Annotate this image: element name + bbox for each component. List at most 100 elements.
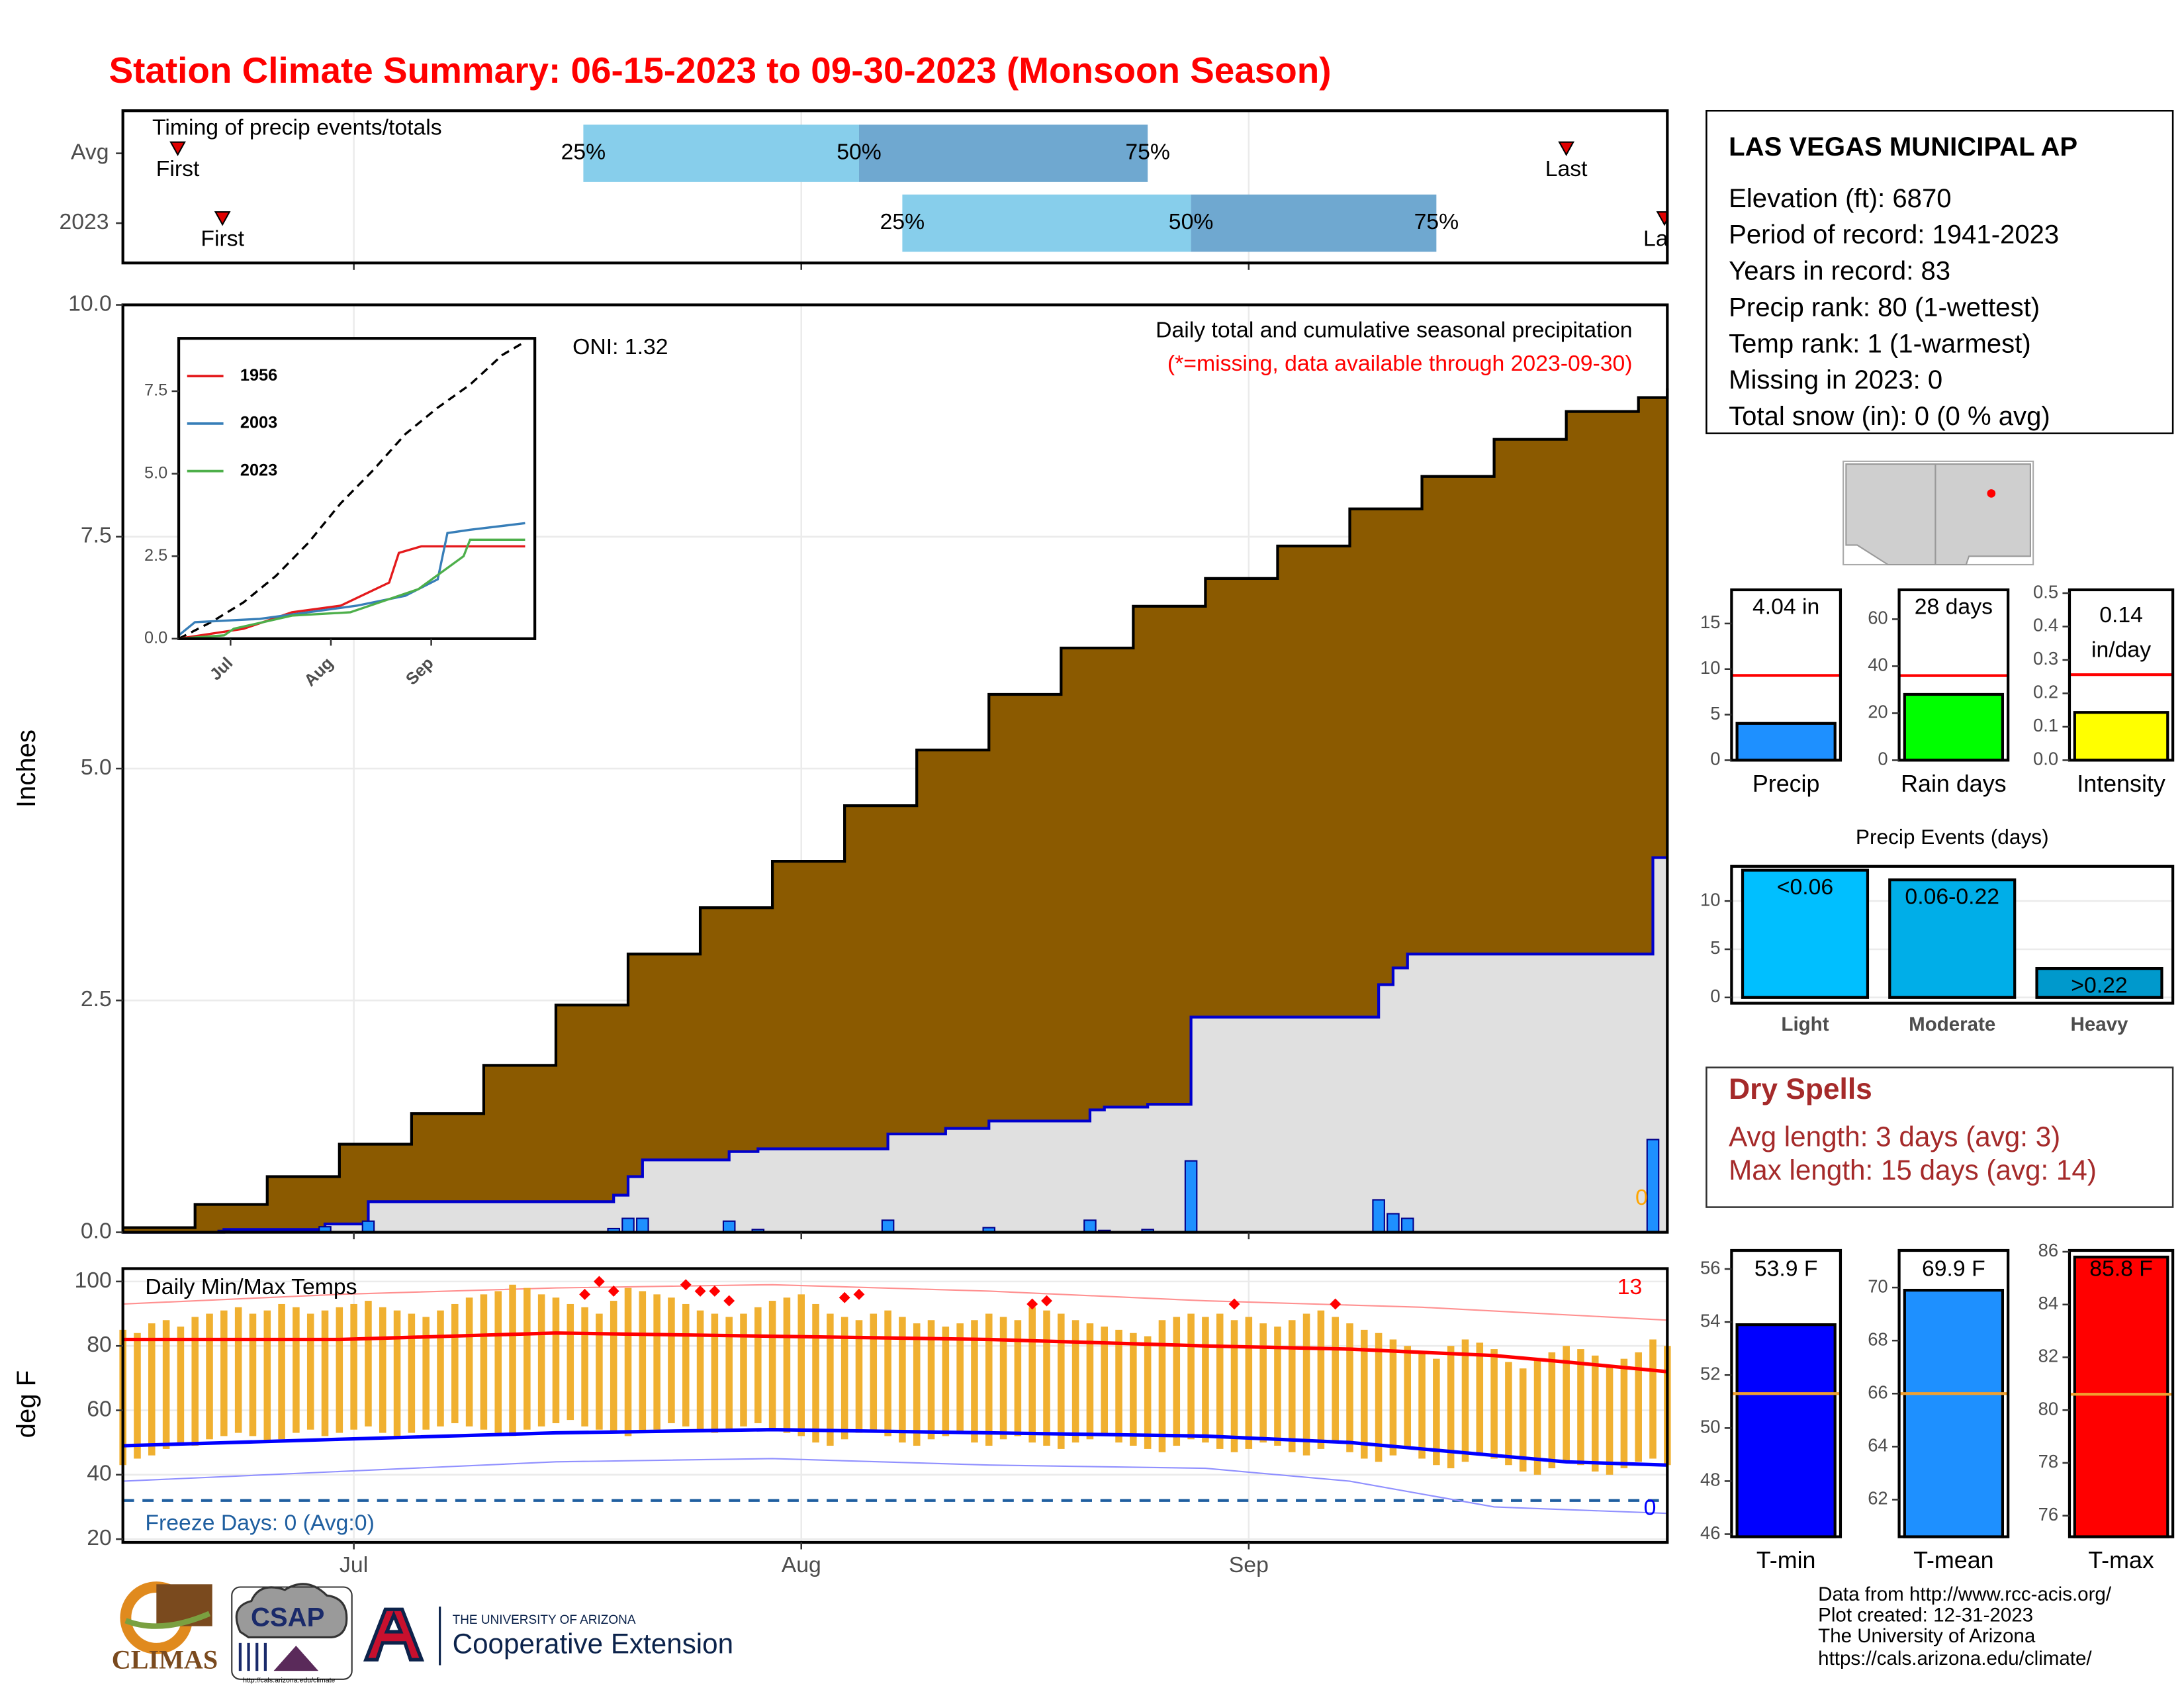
daily-temp-bar [740, 1313, 747, 1427]
daily-temp-bar [494, 1291, 502, 1433]
station-line: Precip rank: 80 (1-wettest) [1729, 293, 2040, 322]
climas-logo-text: CLIMAS [112, 1645, 218, 1675]
daily-temp-bar [581, 1307, 588, 1427]
daily-temp-bar [220, 1310, 228, 1436]
record-marker [1026, 1298, 1038, 1310]
quartile-label: 75% [1125, 140, 1170, 165]
daily-temp-bar [1490, 1349, 1498, 1459]
category-label: Light [1781, 1013, 1829, 1035]
annotation: ONI: 1.32 [572, 334, 668, 359]
category-label: Moderate [1909, 1013, 1995, 1035]
y-tick-label: 54 [1700, 1310, 1720, 1331]
y-tick-label: 76 [2038, 1504, 2058, 1524]
bar-label: 0.06-0.22 [1905, 884, 1999, 909]
series-line [178, 538, 525, 640]
station-box [1706, 109, 2174, 434]
bar-label: >0.22 [2071, 972, 2127, 998]
y-axis-label: Inches [12, 729, 41, 808]
y-tick-label: 0.0 [2033, 749, 2058, 769]
record-marker [1228, 1298, 1240, 1310]
daily-precip-bar [636, 1217, 649, 1233]
daily-temp-bar [1533, 1358, 1541, 1475]
daily-temp-bar [653, 1294, 660, 1430]
daily-temp-bar [768, 1301, 776, 1430]
daily-temp-bar [1144, 1336, 1152, 1449]
plot-border [1730, 865, 2175, 1005]
daily-temp-bar [306, 1313, 314, 1430]
daily-temp-bar [552, 1297, 560, 1423]
daily-temp-bar [1649, 1339, 1657, 1459]
quartile-range [902, 194, 1191, 252]
daily-precip-bar [1184, 1160, 1198, 1233]
locator-map [1843, 460, 2034, 566]
daily-temp-bar [1563, 1346, 1570, 1462]
bar [2073, 1255, 2169, 1538]
station-line: Years in record: 83 [1729, 257, 1950, 286]
map-state [1934, 463, 2031, 566]
daily-temp-bar [999, 1317, 1007, 1440]
quartile-label: 25% [561, 140, 606, 165]
daily-precip-bar [1646, 1139, 1660, 1233]
series-line [178, 340, 526, 640]
panel-title: Precip Events (days) [1856, 825, 2049, 849]
daily-temp-bar [148, 1323, 156, 1456]
daily-temp-bar [234, 1307, 242, 1433]
daily-temp-bar [927, 1320, 935, 1440]
x-tick-label: Jul [340, 1552, 368, 1577]
daily-temp-bar [841, 1317, 848, 1440]
record-marker [1330, 1298, 1342, 1310]
daily-temp-bar [365, 1301, 372, 1427]
daily-precip-bar [361, 1220, 375, 1233]
value-label: 85.8 F [2089, 1256, 2153, 1281]
y-tick-label: 62 [1868, 1488, 1888, 1509]
y-tick-label: 10 [1700, 657, 1720, 678]
ua-logo-name: THE UNIVERSITY OF ARIZONA [453, 1613, 636, 1627]
daily-temp-bar [1577, 1349, 1584, 1466]
x-tick-label: Aug [782, 1552, 821, 1577]
daily-temp-bar [1043, 1310, 1050, 1446]
csap-logo-cloud [235, 1583, 348, 1639]
daily-temp-bar [350, 1303, 357, 1430]
record-marker [593, 1276, 605, 1288]
y-tick-label: 15 [1700, 612, 1720, 632]
daily-temp-bar [899, 1317, 906, 1443]
ua-logo-mark [363, 1607, 425, 1662]
y-tick-label: 60 [1868, 608, 1888, 628]
y-tick-label: 60 [87, 1396, 112, 1421]
daily-temp-bar [1476, 1342, 1484, 1456]
daily-temp-bar [1317, 1310, 1325, 1449]
y-tick-label: 100 [74, 1268, 111, 1293]
event-marker [1656, 211, 1668, 226]
value-label: 53.9 F [1754, 1256, 1818, 1281]
daily-temp-bar [1173, 1317, 1181, 1446]
y-tick-label: 40 [87, 1461, 112, 1486]
record-marker [723, 1295, 735, 1307]
category-label: T-max [2088, 1547, 2154, 1573]
legend-label: 2023 [240, 461, 277, 479]
y-tick-label: 2.5 [144, 546, 167, 565]
daily-temp-bar [610, 1301, 617, 1433]
daily-temp-bar [682, 1303, 690, 1427]
quartile-label: 50% [837, 140, 882, 165]
daily-temp-bar [884, 1310, 891, 1436]
annotation: (*=missing, data available through 2023-… [1167, 351, 1633, 376]
bar [1735, 1323, 1837, 1538]
record-marker [694, 1286, 706, 1297]
daily-temp-bar [1202, 1317, 1209, 1443]
footer-line: https://cals.arizona.edu/climate/ [1818, 1648, 2092, 1669]
daily-temp-bar [956, 1323, 964, 1433]
category-label: Intensity [2077, 771, 2165, 797]
legend-label: 1956 [240, 366, 277, 385]
daily-temp-bar [293, 1307, 300, 1433]
daily-temp-bar [1447, 1346, 1455, 1469]
csap-logo-bars [238, 1642, 267, 1671]
dry-spells-box [1706, 1066, 2174, 1208]
y-tick-label: 0.0 [144, 629, 167, 647]
y-tick-label: 0.5 [2033, 581, 2058, 602]
daily-temp-bar [1389, 1339, 1397, 1456]
record-marker [579, 1288, 591, 1300]
quartile-label: 25% [880, 209, 925, 234]
event-marker [1558, 141, 1574, 156]
daily-temp-bar [1361, 1329, 1368, 1459]
y-tick-label: 0.3 [2033, 648, 2058, 669]
